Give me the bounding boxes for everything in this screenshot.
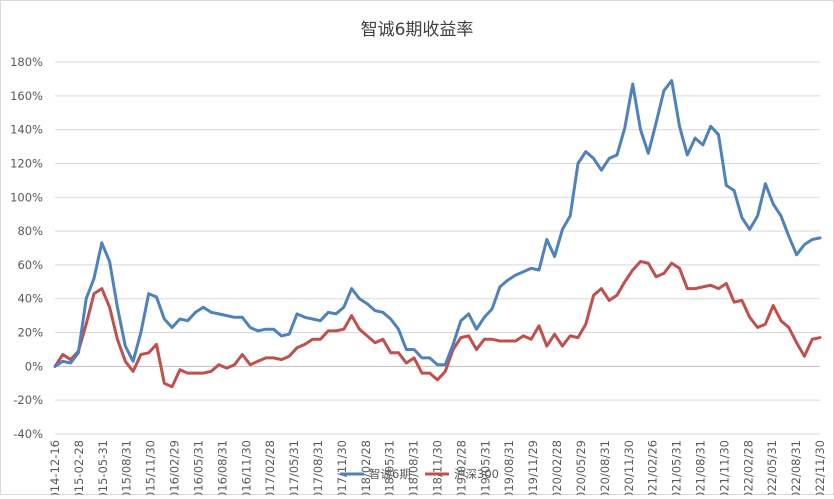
x-tick-label: 2021/08/31 <box>693 440 707 495</box>
x-tick-label: 2020/11/30 <box>622 440 636 495</box>
x-tick-label: 2017/02/28 <box>263 440 277 495</box>
x-tick-label: 2020/08/31 <box>598 440 612 495</box>
x-tick-label: 2021/11/30 <box>717 440 731 495</box>
x-tick-label: 2022/05/31 <box>765 440 779 495</box>
x-tick-label: 2016/05/31 <box>191 440 205 495</box>
x-tick-label: 2018/11/30 <box>431 440 445 495</box>
x-tick-label: 2022/11/30 <box>813 440 827 495</box>
y-tick-label: 0% <box>25 359 43 373</box>
y-tick-label: 20% <box>17 326 43 340</box>
y-tick-label: 100% <box>10 190 43 204</box>
y-tick-label: -40% <box>13 427 43 441</box>
y-tick-label: 40% <box>17 292 43 306</box>
x-tick-label: 2020/02/28 <box>550 440 564 495</box>
y-tick-label: 160% <box>10 89 43 103</box>
x-tick-label: 2019/08/31 <box>502 440 516 495</box>
x-tick-label: 2015/08/31 <box>120 440 134 495</box>
x-tick-label: 2019/11/29 <box>526 440 540 495</box>
x-tick-label: 2014-12-16 <box>48 440 62 495</box>
x-tick-label: 2015-05-31 <box>96 440 110 495</box>
x-tick-label: 2016/02/29 <box>168 440 182 495</box>
x-tick-label: 2022/08/31 <box>789 440 803 495</box>
y-tick-label: 60% <box>17 258 43 272</box>
x-tick-label: 2017/11/30 <box>335 440 349 495</box>
y-tick-label: 120% <box>10 156 43 170</box>
x-tick-label: 2022/02/28 <box>741 440 755 495</box>
y-tick-label: 180% <box>10 55 43 69</box>
y-tick-label: 140% <box>10 123 43 137</box>
x-tick-label: 2016/11/30 <box>239 440 253 495</box>
y-tick-label: 80% <box>17 224 43 238</box>
x-tick-label: 2015/11/30 <box>144 440 158 495</box>
legend-label: 沪深300 <box>454 467 499 481</box>
chart-title: 智诚6期收益率 <box>361 20 474 40</box>
x-tick-label: 2020/05/29 <box>574 440 588 495</box>
legend-label: 智诚6期 <box>369 467 411 481</box>
x-tick-label: 2015-02-28 <box>72 440 86 495</box>
x-tick-label: 2016/08/31 <box>215 440 229 495</box>
x-tick-label: 2021/02/26 <box>646 440 660 495</box>
x-tick-label: 2017/05/31 <box>287 440 301 495</box>
x-tick-label: 2017/08/31 <box>311 440 325 495</box>
x-tick-label: 2021/05/31 <box>670 440 684 495</box>
y-tick-label: -20% <box>13 393 43 407</box>
